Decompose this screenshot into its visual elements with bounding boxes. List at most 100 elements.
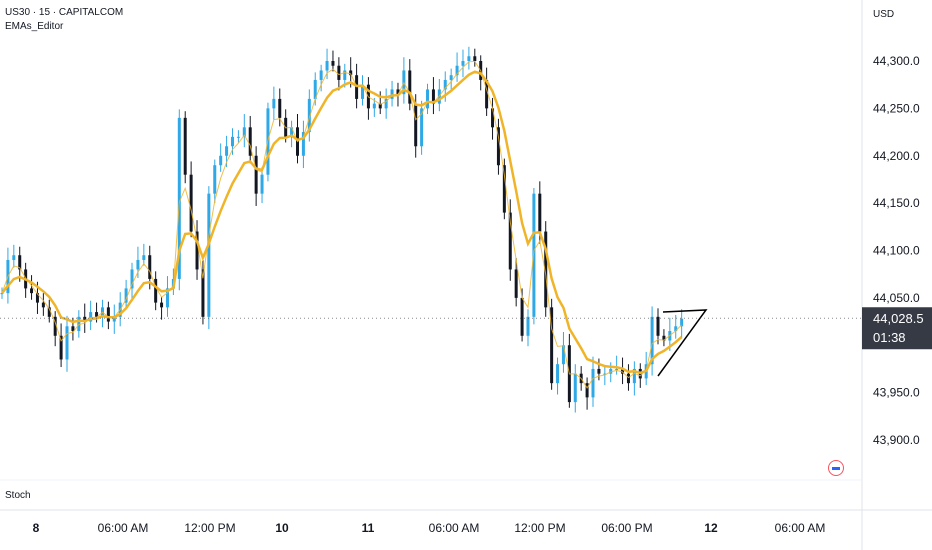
candle-body [556,364,560,384]
candle-body [254,155,258,194]
candle-body [213,165,217,194]
price-badge [862,307,932,350]
candle-body [485,79,489,109]
candle-body [325,61,329,71]
candle-body [626,373,630,384]
candle-body [195,231,199,270]
candle-body [496,127,500,166]
candle-body [603,373,607,375]
candle-body [573,373,577,403]
candle-body [520,297,524,336]
candle-body [313,79,317,99]
candle-body [526,316,530,336]
candle-body [420,108,424,147]
candle-body [426,89,430,109]
y-tick-label: 44,200.0 [873,149,920,163]
candle-body [236,136,240,138]
candle-body [189,174,193,232]
candle-body [443,79,447,90]
stoch-pane-label[interactable]: Stoch [5,490,31,501]
candle-body [47,307,51,317]
candle-body [183,117,187,175]
candle-body [142,255,146,260]
candle-body [278,98,282,118]
candle-body [414,103,418,147]
candle-body [225,146,229,156]
candle-body [680,318,684,327]
candle-body [260,174,264,194]
candle-body [230,136,234,147]
tradingview-logo-icon[interactable] [828,460,844,476]
candle-body [662,335,666,341]
candle-body [77,316,81,332]
candle-body [514,269,518,298]
candle-body [106,307,110,322]
candle-body [408,70,412,104]
x-tick-label: 12:00 PM [514,521,565,535]
candle-body [455,65,459,76]
currency-label[interactable]: USD [873,9,895,20]
candle-body [650,316,654,365]
candle-body [130,269,134,289]
candle-body [18,255,22,270]
candle-body [591,368,595,398]
candle-body [83,316,87,322]
candle-body [201,269,205,317]
candle-body [154,278,158,303]
candle-body [95,312,99,317]
candle-body [12,255,16,260]
indicator-label[interactable]: EMAs_Editor [5,21,64,32]
price-badge-countdown: 01:38 [873,330,906,345]
x-tick-label: 8 [33,521,40,535]
chart-legend: US30 · 15 · CAPITALCOM EMAs_Editor [5,6,123,34]
candle-body [290,127,294,137]
candle-body [160,302,164,308]
candle-body [390,89,394,99]
candle-body [508,212,512,270]
candle-body [331,61,335,66]
candle-body [53,316,57,336]
y-tick-label: 44,100.0 [873,244,920,258]
symbol-title[interactable]: US30 · 15 · CAPITALCOM [5,7,124,18]
candle-body [30,288,34,294]
price-badge-value: 44,028.5 [873,311,924,326]
candle-body [585,383,589,398]
candle-body [165,288,169,308]
candle-body [550,307,554,384]
candle-body [248,127,252,156]
candle-body [396,89,400,95]
candle-body [621,368,625,374]
candle-body [89,312,93,322]
candle-body [242,127,246,137]
x-tick-label: 06:00 PM [601,521,652,535]
candle-body [177,117,181,279]
candle-body [449,75,453,80]
candle-body [502,165,506,213]
candle-body [372,103,376,109]
candle-body [207,193,211,317]
candle-body [41,302,45,308]
candle-body [384,98,388,109]
candle-body [71,326,75,332]
candle-body [431,89,435,104]
x-tick-label: 06:00 AM [775,521,826,535]
candle-body [674,326,678,332]
candle-body [467,56,471,61]
y-tick-label: 44,050.0 [873,291,920,305]
candle-body [307,98,311,133]
candle-body [35,293,39,303]
candle-body [361,84,365,99]
y-tick-label: 44,250.0 [873,101,920,115]
y-tick-label: 44,300.0 [873,54,920,68]
candle-body [272,98,276,109]
y-tick-label: 44,150.0 [873,196,920,210]
candle-body [124,288,128,303]
candle-body [597,368,601,374]
candle-body [615,368,619,370]
x-tick-label: 12 [704,521,718,535]
candle-body [65,326,69,360]
candle-body [301,132,305,156]
candle-body [656,316,660,336]
